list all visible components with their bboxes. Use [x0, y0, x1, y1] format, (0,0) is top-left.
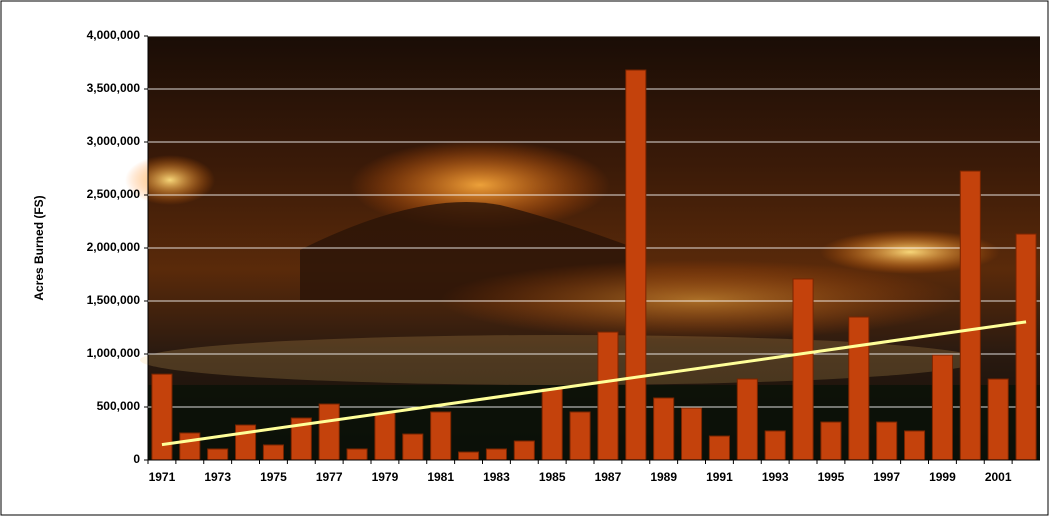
x-tick-label: 1999: [929, 470, 956, 484]
bar: [959, 170, 981, 461]
bar: [485, 448, 507, 461]
bar: [904, 430, 926, 461]
bar: [151, 373, 173, 461]
bar: [736, 378, 758, 461]
bar: [820, 421, 842, 461]
bar: [764, 430, 786, 461]
y-tick-label: 1,500,000: [87, 293, 141, 307]
y-tick-label: 4,000,000: [87, 28, 141, 42]
x-tick-label: 1987: [595, 470, 622, 484]
y-tick-label: 3,000,000: [87, 134, 141, 148]
x-tick-label: 1985: [539, 470, 566, 484]
x-tick-label: 1995: [818, 470, 845, 484]
background-photo: [125, 36, 1040, 460]
y-tick-label: 2,000,000: [87, 240, 141, 254]
trend-line: [161, 320, 1027, 447]
bar: [207, 448, 229, 461]
bar: [653, 397, 675, 461]
x-tick-label: 1981: [427, 470, 454, 484]
y-tick-label: 1,000,000: [87, 346, 141, 360]
y-tick-label: 0: [133, 452, 140, 466]
x-tick-label: 2001: [985, 470, 1012, 484]
x-tick-label: 1983: [483, 470, 510, 484]
x-tick-label: 1979: [372, 470, 399, 484]
bar: [430, 411, 452, 461]
bar: [625, 69, 647, 461]
bar: [931, 354, 953, 461]
bar: [541, 388, 563, 461]
bar: [318, 403, 340, 461]
y-tick-label: 2,500,000: [87, 187, 141, 201]
bar: [458, 451, 480, 461]
bar: [876, 421, 898, 461]
bar: [848, 316, 870, 461]
x-tick-label: 1991: [706, 470, 733, 484]
x-tick-label: 1977: [316, 470, 343, 484]
bar: [681, 407, 703, 461]
x-tick-label: 1989: [650, 470, 677, 484]
bar: [179, 432, 201, 461]
x-tick-label: 1993: [762, 470, 789, 484]
bar: [987, 378, 1009, 461]
bar: [262, 444, 284, 461]
x-tick-label: 1997: [873, 470, 900, 484]
x-tick-label: 1975: [260, 470, 287, 484]
y-tick-label: 500,000: [97, 399, 141, 413]
bar: [597, 331, 619, 461]
x-tick-label: 1971: [149, 470, 176, 484]
bar: [792, 278, 814, 461]
y-axis-title: Acres Burned (FS): [32, 195, 46, 300]
y-tick-label: 3,500,000: [87, 81, 141, 95]
bar: [1015, 233, 1037, 461]
bar: [569, 411, 591, 461]
x-tick-label: 1973: [204, 470, 231, 484]
bar: [513, 440, 535, 461]
bar: [708, 435, 730, 461]
bar: [402, 433, 424, 461]
bar: [346, 448, 368, 461]
bar: [374, 412, 396, 461]
